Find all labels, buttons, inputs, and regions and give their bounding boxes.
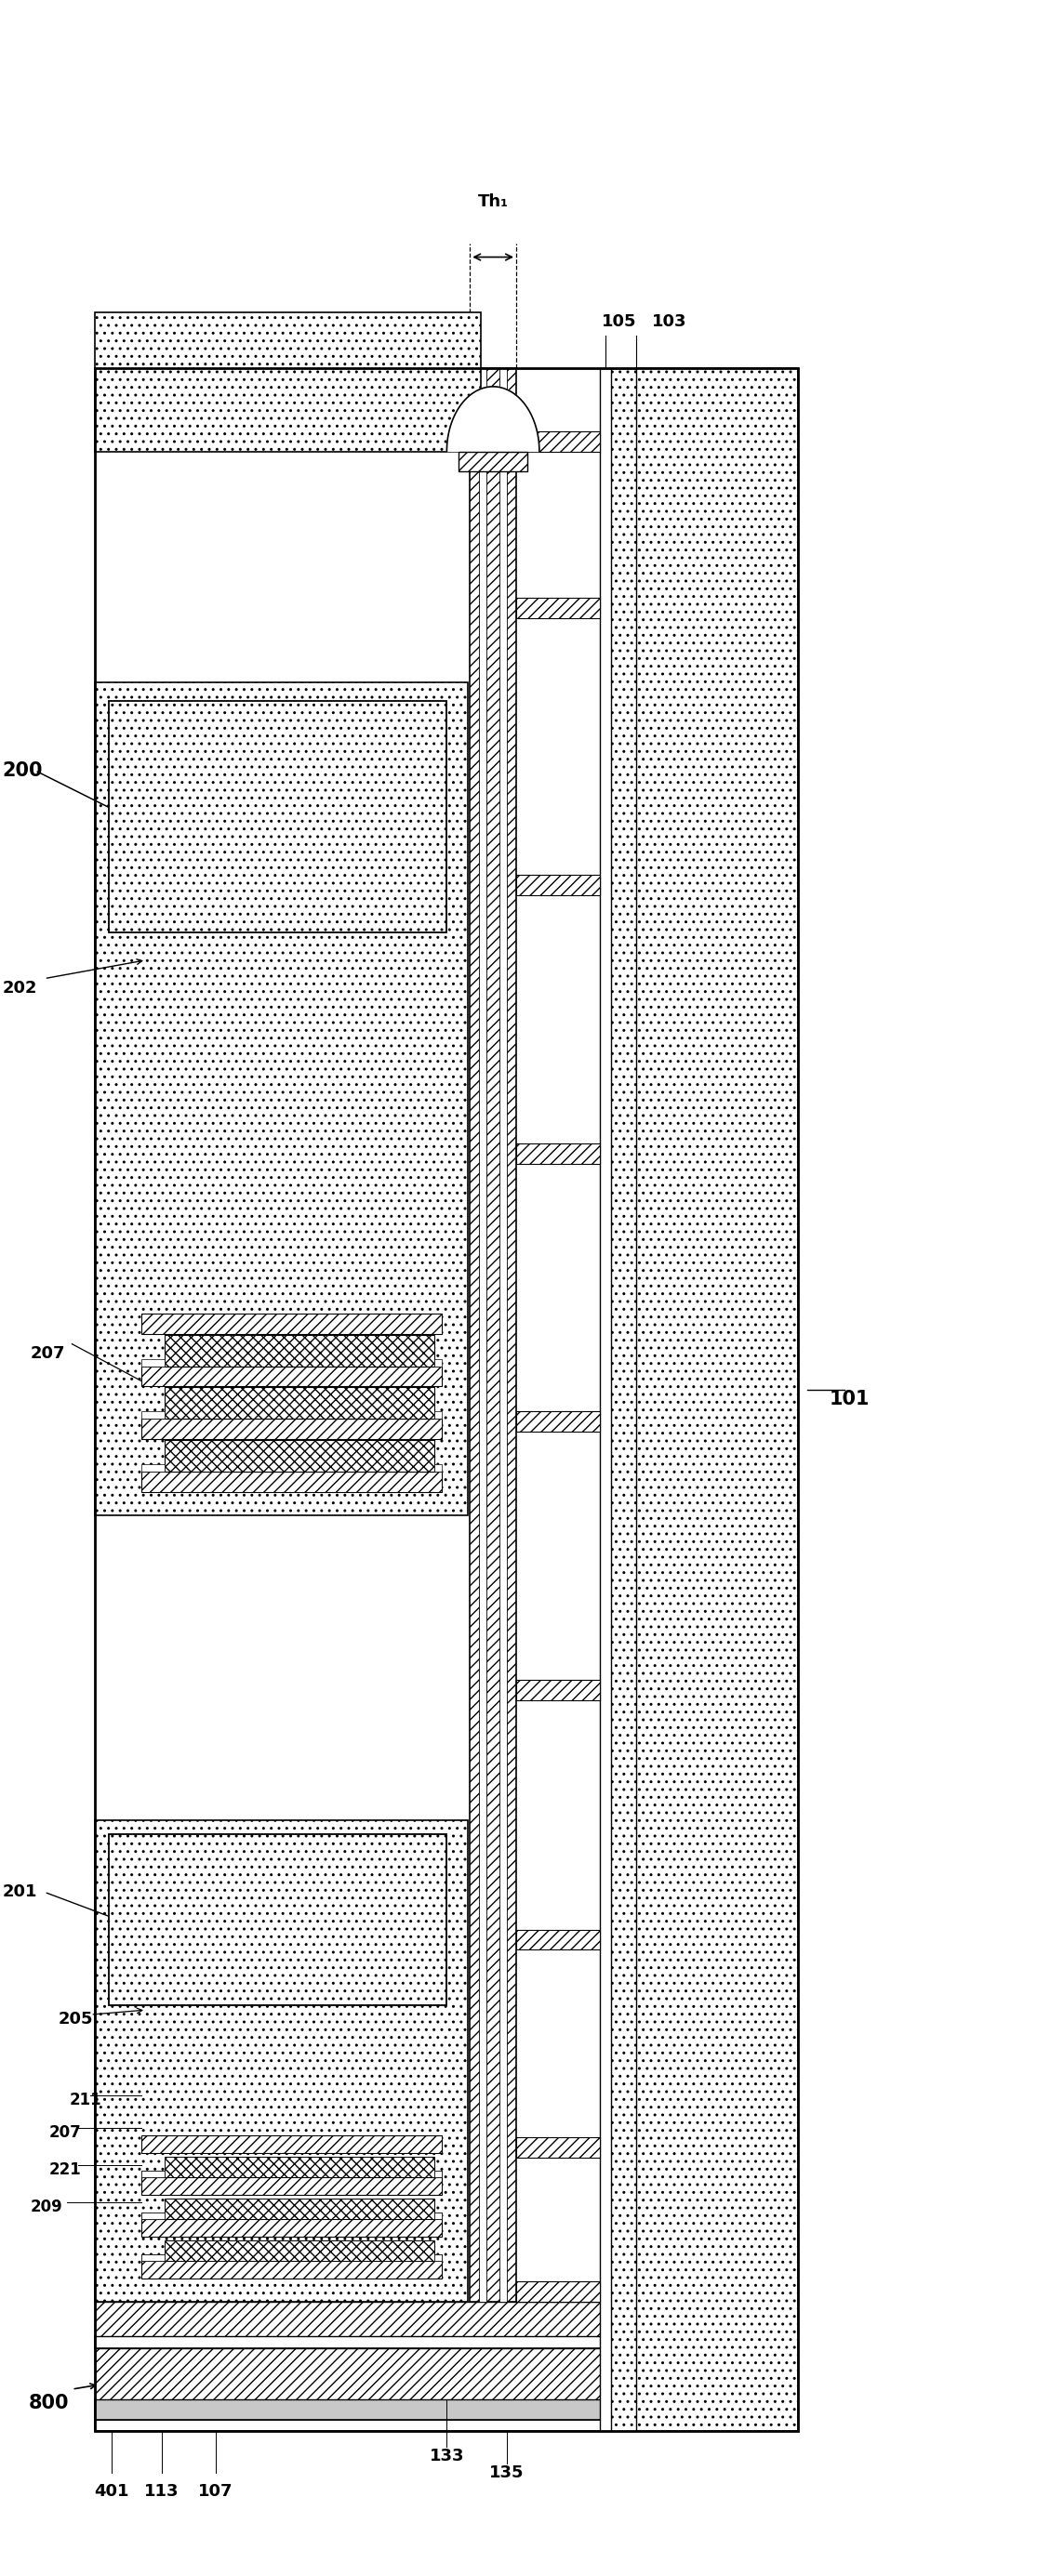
Text: 209: 209 [30,2197,62,2215]
Bar [435,1412,442,1419]
Bar [141,2218,442,2236]
Text: 107: 107 [198,2483,233,2499]
Bar [435,2213,442,2218]
Polygon shape [447,386,539,451]
Text: 105: 105 [601,314,637,330]
Bar [141,1471,442,1492]
Bar [435,1463,442,1471]
Text: Th₁: Th₁ [478,193,508,211]
Text: 207: 207 [30,1345,65,1363]
Bar [141,2177,442,2195]
Bar [109,1834,447,2004]
Bar [95,368,798,2432]
Text: 133: 133 [429,2447,465,2465]
Bar [435,2172,442,2177]
Bar [516,1929,599,1950]
Bar [141,1365,442,1386]
Text: 205: 205 [58,2012,93,2027]
Bar [165,2200,435,2218]
Bar [516,1412,599,1432]
Text: 401: 401 [94,2483,130,2499]
Bar [479,368,486,2300]
Bar [165,1388,435,1419]
Text: 221: 221 [49,2161,81,2177]
Bar [95,2419,609,2432]
Bar [141,1463,165,1471]
Bar [500,368,507,2300]
Text: 207: 207 [49,2125,81,2141]
Bar [141,2254,442,2262]
Bar [109,701,447,933]
Bar [141,2172,442,2177]
Bar [516,430,599,451]
Text: 202: 202 [2,979,37,997]
Bar [516,1144,599,1164]
Bar [141,2136,442,2154]
Bar [141,1358,165,1365]
Bar [95,2349,609,2398]
Bar [95,1821,468,2300]
Text: 103: 103 [651,314,686,330]
Bar [141,2254,165,2262]
Bar [95,2300,609,2336]
Bar [141,1314,442,1334]
Bar [516,598,599,618]
Bar [95,2336,609,2349]
Bar [516,1680,599,1700]
Bar [141,1412,165,1419]
Bar [95,312,481,451]
Text: 800: 800 [29,2393,69,2411]
Bar [95,683,468,1515]
Bar [599,368,612,2432]
Text: 135: 135 [489,2465,525,2481]
Bar [95,2398,609,2419]
Bar [516,876,599,896]
Bar [141,2213,165,2218]
Text: 101: 101 [830,1391,870,1409]
Bar [141,2172,165,2177]
Bar [637,368,798,2432]
Bar [609,368,637,2432]
Bar [165,1334,435,1365]
Text: 211: 211 [69,2092,102,2110]
Bar [435,1358,442,1365]
Bar [165,1440,435,1471]
Bar [516,2280,599,2300]
Bar [141,2213,442,2218]
Text: 113: 113 [144,2483,179,2499]
Bar [435,2254,442,2262]
Bar [165,2156,435,2177]
Bar [141,2262,442,2277]
Bar [470,368,516,2300]
Bar [141,1419,442,1440]
Bar [458,451,527,471]
Text: 200: 200 [2,760,44,781]
Bar [165,2241,435,2262]
Bar [516,2138,599,2159]
Text: 201: 201 [2,1883,37,1901]
